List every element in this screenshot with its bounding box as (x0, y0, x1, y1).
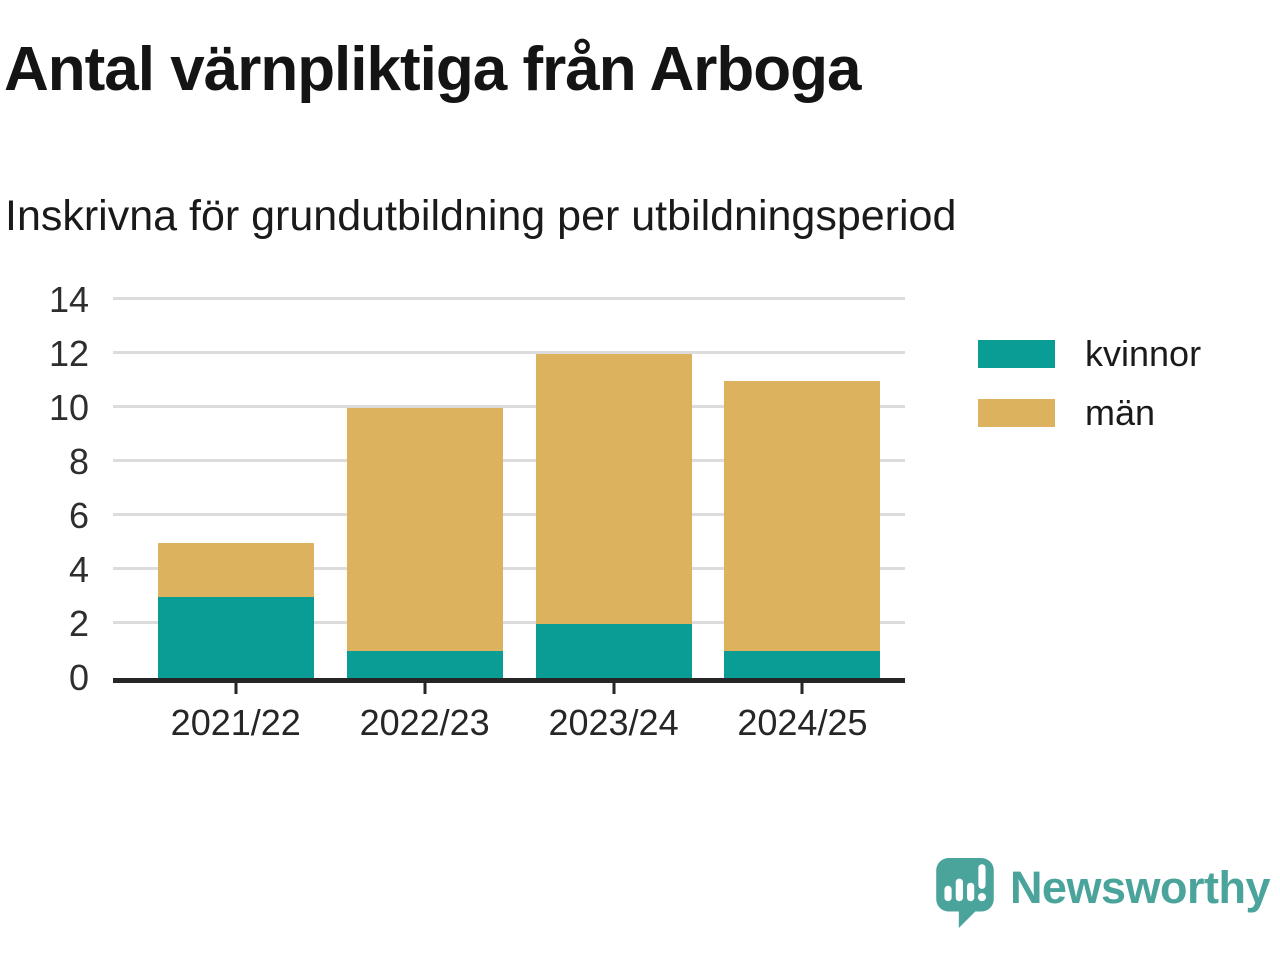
gridline-10 (113, 405, 905, 408)
legend-label-man: män (1085, 391, 1156, 433)
gridline-8 (113, 459, 905, 462)
plot-area (113, 297, 905, 683)
x-tick-2023/24 (612, 683, 616, 694)
legend: kvinnor män (978, 335, 1201, 457)
bar-2023/24 (535, 300, 692, 678)
y-tick-label-0: 0 (68, 657, 89, 698)
x-tick-label-2023/24: 2023/24 (548, 702, 679, 743)
bar-segment-kvinnor-2021/22 (157, 597, 314, 678)
newsworthy-logo-text: Newsworthy (1009, 861, 1271, 913)
legend-item-kvinnor: kvinnor (978, 335, 1201, 371)
legend-swatch-kvinnor (978, 339, 1055, 368)
bar-2022/23 (346, 300, 503, 678)
bar-2024/25 (724, 300, 881, 678)
bar-segment-kvinnor-2024/25 (724, 651, 881, 678)
x-tick-2024/25 (800, 683, 804, 694)
chart-subtitle: Inskrivna för grundutbildning per utbild… (5, 192, 957, 240)
y-tick-label-8: 8 (68, 441, 89, 482)
x-axis: 2021/22 2022/23 2023/24 2024/25 (113, 683, 905, 753)
gridline-6 (113, 513, 905, 516)
legend-swatch-man (978, 398, 1055, 427)
chart-title: Antal värnpliktiga från Arboga (4, 35, 861, 104)
bar-2021/22 (157, 300, 314, 678)
legend-label-kvinnor: kvinnor (1085, 332, 1202, 374)
y-tick-label-14: 14 (48, 279, 89, 320)
gridline-12 (113, 351, 905, 354)
branding: Newsworthy (932, 856, 1271, 930)
y-tick-label-2: 2 (68, 603, 89, 644)
gridline-2 (113, 621, 905, 624)
bar-segment-män-2024/25 (724, 381, 881, 651)
y-axis-labels: 0 2 4 6 8 10 12 14 (0, 282, 89, 696)
bar-segment-män-2023/24 (535, 354, 692, 624)
legend-item-man: män (978, 394, 1201, 430)
y-tick-label-12: 12 (48, 333, 89, 374)
y-tick-label-4: 4 (68, 549, 89, 590)
bar-segment-män-2021/22 (157, 543, 314, 597)
gridline-14 (113, 297, 905, 300)
bar-segment-kvinnor-2023/24 (535, 624, 692, 678)
gridline-4 (113, 567, 905, 570)
x-tick-2022/23 (423, 683, 427, 694)
x-tick-2021/22 (234, 683, 238, 694)
x-tick-label-2024/25: 2024/25 (737, 702, 868, 743)
bar-segment-män-2022/23 (346, 408, 503, 651)
bar-segment-kvinnor-2022/23 (346, 651, 503, 678)
x-tick-label-2022/23: 2022/23 (359, 702, 490, 743)
x-tick-label-2021/22: 2021/22 (170, 702, 301, 743)
y-tick-label-10: 10 (48, 387, 89, 428)
newsworthy-logo-icon (936, 858, 994, 928)
y-tick-label-6: 6 (68, 495, 89, 536)
